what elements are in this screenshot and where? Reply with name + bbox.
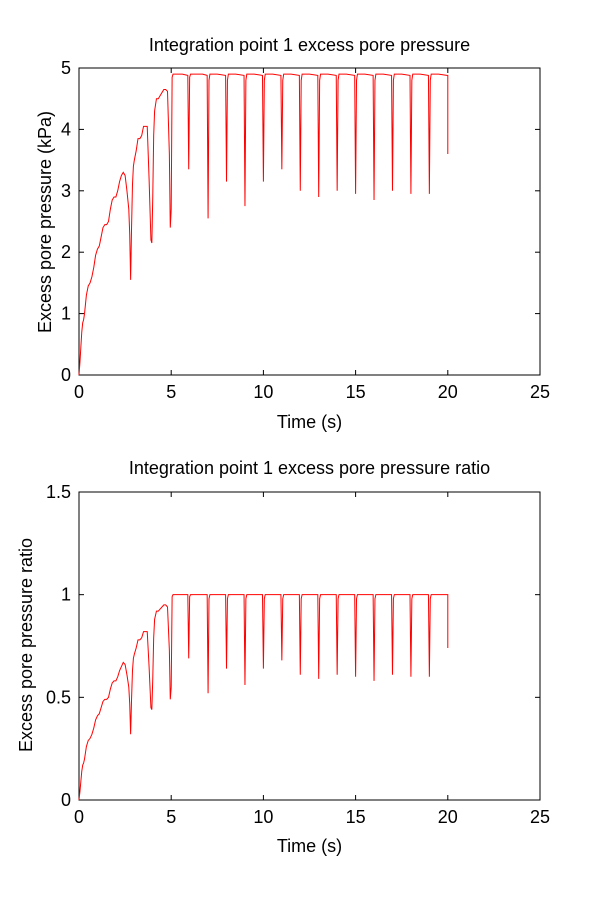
series-line — [78, 73, 449, 376]
y-tick-label: 1.5 — [46, 482, 71, 502]
y-tick-label: 1 — [61, 304, 71, 324]
y-tick-label: 3 — [61, 181, 71, 201]
x-tick-label: 20 — [438, 382, 458, 402]
x-tick-label: 10 — [253, 807, 273, 827]
x-tick-label: 25 — [530, 382, 550, 402]
x-tick-label: 25 — [530, 807, 550, 827]
y-tick-label: 0 — [61, 365, 71, 385]
x-axis-label: Time (s) — [277, 412, 342, 432]
y-tick-label: 0.5 — [46, 687, 71, 707]
x-tick-label: 15 — [346, 382, 366, 402]
y-tick-label: 5 — [61, 58, 71, 78]
y-tick-label: 4 — [61, 119, 71, 139]
x-tick-label: 10 — [253, 382, 273, 402]
tick-labels: 0 5 10 15 20 25 0 1 2 3 4 5 — [61, 58, 550, 402]
tick-labels: 0 5 10 15 20 25 0 0.5 1 1.5 — [46, 482, 550, 827]
series-line — [78, 594, 449, 801]
y-tick-label: 1 — [61, 585, 71, 605]
chart-title: Integration point 1 excess pore pressure… — [129, 458, 490, 478]
x-axis-label: Time (s) — [277, 836, 342, 856]
chart-pore-pressure-ratio: Integration point 1 excess pore pressure… — [16, 458, 550, 856]
plot-area — [78, 67, 541, 376]
axes-box — [78, 67, 541, 376]
plot-area — [78, 491, 541, 801]
chart-title: Integration point 1 excess pore pressure — [149, 35, 470, 55]
y-axis-label: Excess pore pressure ratio — [16, 538, 36, 752]
chart-pore-pressure: Integration point 1 excess pore pressure… — [35, 35, 550, 432]
y-axis-label: Excess pore pressure (kPa) — [35, 111, 55, 333]
y-tick-label: 2 — [61, 242, 71, 262]
x-tick-label: 0 — [74, 382, 84, 402]
x-tick-label: 5 — [166, 807, 176, 827]
x-tick-label: 15 — [346, 807, 366, 827]
axes-box — [78, 491, 541, 801]
x-tick-label: 5 — [166, 382, 176, 402]
y-tick-label: 0 — [61, 790, 71, 810]
x-tick-label: 20 — [438, 807, 458, 827]
x-tick-label: 0 — [74, 807, 84, 827]
